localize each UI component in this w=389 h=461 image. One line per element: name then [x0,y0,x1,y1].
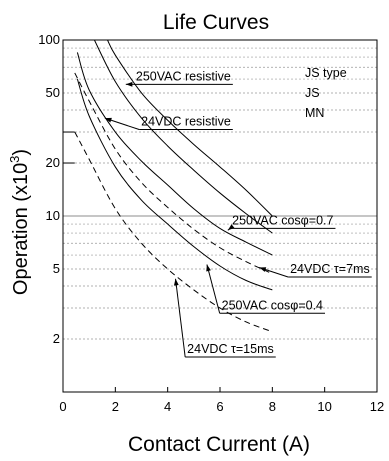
x-tick-label: 0 [59,399,66,414]
legend-entry: JS type [305,66,347,80]
x-tick-label: 6 [216,399,223,414]
annotations: 250VAC resistive 24VDC resistive 250VAC co… [105,69,372,357]
x-tick-label: 4 [164,399,171,414]
y-tick-label: 2 [53,331,60,346]
annotation-label: 250VAC cosφ=0.4 [222,298,323,312]
annotation-leader [207,265,220,314]
annotation-label: 250VAC cosφ=0.7 [232,213,333,227]
y-tick-label: 5 [53,261,60,276]
annotation-label: 250VAC resistive [136,69,231,83]
x-grid [115,387,324,392]
annotation-arrowhead [259,267,266,272]
x-tick-labels: 0 2 4 6 8 10 12 [59,399,384,414]
x-tick-label: 8 [269,399,276,414]
x-tick-label: 12 [370,399,384,414]
annotation-label: 24VDC resistive [141,115,231,129]
annotation-arrowhead [174,279,179,286]
legend-entry: JS [305,86,320,100]
y-axis-label-close: ) [10,149,32,156]
x-tick-label: 2 [112,399,119,414]
y-axis-label: Operation (x103) [7,149,32,295]
annotation-leader [176,279,186,357]
x-tick-label: 10 [317,399,331,414]
annotation-arrowhead [126,82,133,87]
y-tick-label: 50 [46,85,60,100]
x-axis-label: Contact Current (A) [128,433,310,456]
y-tick-label: 20 [46,155,60,170]
y-tick-label: 10 [46,208,60,223]
series-line [77,79,272,290]
y-tick-label: 100 [38,32,60,47]
y-axis-label-sup: 3 [7,156,22,163]
annotation-label: 24VDC τ=15ms [187,342,274,356]
chart-title: Life Curves [163,11,269,34]
y-axis-label-main: Operation (x10 [10,163,32,295]
annotation-label: 24VDC τ=7ms [290,262,370,276]
series-lines [63,40,272,332]
y-tick-labels: 2 5 10 20 50 100 [38,32,60,346]
legend-entry: MN [305,106,324,120]
annotation-arrowhead [206,265,211,272]
